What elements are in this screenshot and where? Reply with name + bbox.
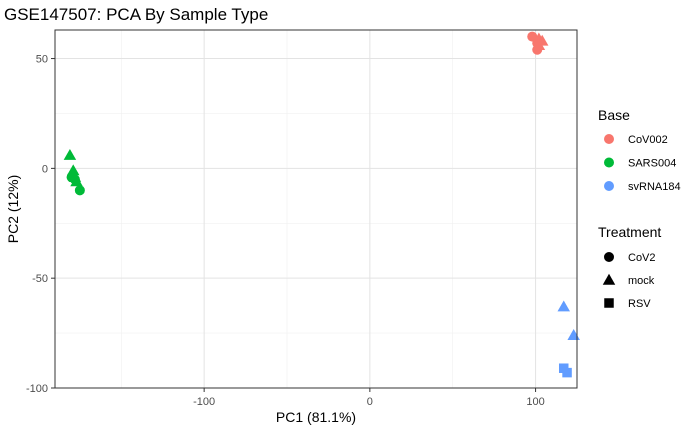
y-tick-label: -100 [26,383,48,395]
legend-color-label: CoV002 [628,134,668,146]
legend-color-label: SARS004 [628,158,676,170]
data-point [70,175,83,187]
data-point [557,300,570,312]
legend-shape-items: CoV2 mock RSV [602,252,656,310]
legend-color-key [604,157,614,168]
legend-color-key [604,134,614,144]
x-tick-label: 100 [526,396,544,408]
legend-shape-label: RSV [628,298,651,310]
legend-shape-key [602,273,616,285]
data-point [66,164,80,176]
legend-shape-label: CoV2 [628,252,656,264]
legend-shape-key [604,252,614,262]
legend-color-title: Base [598,107,630,123]
legend-shape-key [604,298,614,308]
y-tick-label: 50 [36,54,48,66]
y-tick-label: 0 [42,163,48,175]
data-point [74,185,85,196]
y-tick-label: -50 [32,273,48,285]
minor-gridlines [55,30,577,388]
x-tick-label: 0 [367,396,373,408]
y-axis: -100 -50 0 50 [26,54,55,395]
legend: Base CoV002 SARS004 svRNA184 Treatment CoV… [598,107,681,310]
data-point [532,39,546,51]
legend-color-label: svRNA184 [628,181,681,193]
legend-color-items: CoV002 SARS004 svRNA184 [604,134,681,193]
x-axis-label: PC1 (81.1%) [276,409,356,425]
data-point [63,148,77,160]
data-point [562,367,572,378]
legend-color-key [604,181,614,191]
legend-shape-title: Treatment [598,224,661,240]
x-tick-label: -100 [193,396,215,408]
y-axis-label: PC2 (12%) [5,175,21,243]
legend-shape-label: mock [628,275,655,287]
plot-panel [55,30,577,388]
data-points [63,31,580,378]
x-axis: -100 0 100 [193,388,545,408]
plot-border [54,29,578,389]
chart-title: GSE147507: PCA By Sample Type [4,5,268,24]
